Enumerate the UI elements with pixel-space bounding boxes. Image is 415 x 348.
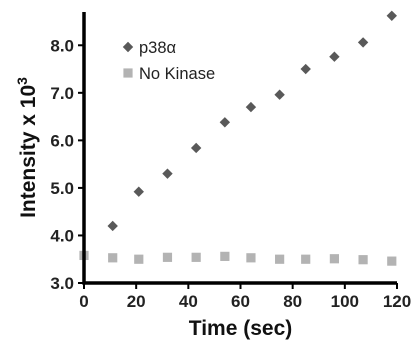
x-tick-label: 60 [231, 292, 250, 311]
data-point [329, 51, 340, 62]
legend-marker [123, 68, 133, 78]
data-point [387, 256, 397, 266]
x-axis-title: Time (sec) [189, 317, 293, 340]
y-axis-title-superscript: 3 [14, 77, 30, 85]
legend: p38α No Kinase [122, 39, 215, 83]
data-point [386, 10, 397, 22]
data-point [357, 37, 369, 48]
y-tick-label: 3.0 [50, 274, 74, 293]
data-point [220, 251, 230, 261]
data-point [300, 63, 311, 75]
data-point [246, 253, 256, 263]
data-point [329, 254, 339, 264]
x-tick-label: 20 [127, 292, 146, 311]
y-axis-title: Intensity x 103 [14, 77, 40, 218]
data-point [190, 142, 202, 154]
legend-label: No Kinase [139, 65, 215, 83]
y-tick-label: 5.0 [50, 179, 74, 198]
y-tick-label: 4.0 [50, 226, 74, 245]
data-point [301, 254, 311, 264]
x-tick-label: 100 [331, 292, 359, 311]
legend-marker [122, 41, 134, 53]
series-p38a [107, 10, 397, 232]
legend-label: p38α [139, 39, 177, 57]
y-tick-label: 6.0 [50, 131, 74, 150]
data-point [162, 168, 173, 179]
ticks: 3.0 4.0 5.0 6.0 7.0 8.0 0 20 40 60 80 100 120 [50, 36, 411, 311]
data-point [245, 101, 257, 113]
data-point [162, 252, 173, 262]
series-no-kinase [79, 250, 397, 266]
axes [82, 12, 397, 285]
y-tick-label: 7.0 [50, 84, 74, 103]
x-tick-label: 40 [179, 292, 198, 311]
data-point [358, 255, 368, 265]
x-tick-label: 120 [383, 292, 411, 311]
data-point [275, 254, 285, 264]
y-axis-title-main: Intensity x 10 [17, 85, 40, 218]
plot-area [79, 10, 397, 266]
data-point [107, 220, 118, 232]
data-point [274, 89, 285, 100]
data-point [134, 254, 144, 264]
y-tick-label: 8.0 [50, 36, 74, 55]
data-point [219, 117, 231, 128]
data-point [191, 252, 201, 262]
x-tick-label: 0 [79, 292, 88, 311]
data-point [108, 253, 118, 263]
x-tick-label: 80 [283, 292, 302, 311]
data-point [133, 186, 144, 197]
